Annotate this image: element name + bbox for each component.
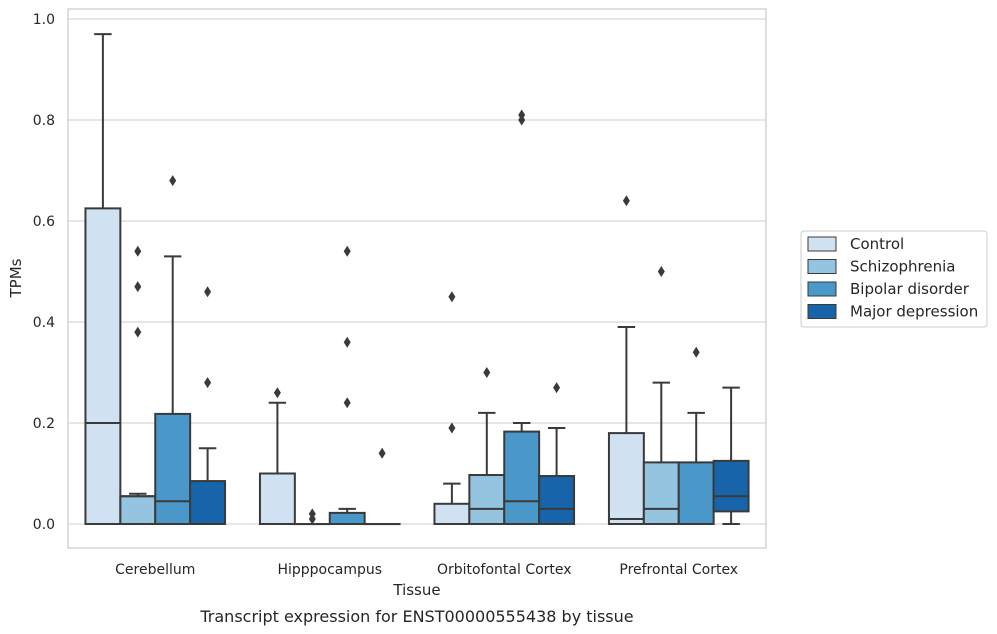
y-tick-label: 0.4 — [33, 315, 55, 331]
y-tick-label: 1.0 — [33, 12, 55, 28]
outlier-point — [448, 291, 456, 303]
box-group — [363, 447, 401, 526]
outlier-point — [204, 377, 212, 389]
y-tick-label: 0.6 — [33, 214, 55, 230]
box-group — [189, 286, 227, 526]
outlier-point — [169, 175, 177, 187]
box-group — [607, 195, 645, 526]
outlier-point — [448, 422, 456, 434]
box-body — [468, 474, 506, 526]
box-group — [642, 266, 680, 526]
legend-swatch — [807, 236, 837, 252]
y-axis-ticks: 0.0 0.2 0.4 0.6 0.8 1.0 — [33, 12, 55, 533]
x-tick-label: Orbitofontal Cortex — [437, 562, 572, 578]
outlier-point — [343, 245, 351, 257]
y-axis-title: TPMs — [7, 258, 25, 298]
box-body — [607, 432, 645, 526]
legend-label: Major depression — [850, 303, 978, 321]
x-tick-label: Prefrontal Cortex — [619, 562, 738, 578]
legend-label: Control — [850, 235, 904, 253]
outlier-point — [657, 266, 665, 277]
y-tick-label: 0.2 — [33, 416, 55, 432]
legend-label: Bipolar disorder — [850, 280, 970, 298]
box-group — [84, 33, 122, 525]
x-axis-title: Tissue — [392, 581, 440, 599]
outlier-point — [343, 336, 351, 348]
x-tick-label: Cerebellum — [115, 562, 195, 578]
legend-frame — [800, 230, 988, 328]
box-group — [154, 175, 192, 525]
outlier-point — [692, 346, 700, 358]
box-body — [538, 475, 576, 525]
box-group — [677, 346, 715, 526]
box-body — [642, 461, 680, 526]
box-group — [468, 367, 506, 526]
outlier-point — [483, 367, 491, 378]
outlier-point — [518, 109, 526, 121]
box-body — [119, 495, 157, 526]
outlier-point — [134, 281, 142, 293]
x-axis-ticks: Cerebellum Hipppocampus Orbitofontal Corte… — [115, 562, 738, 578]
outlier-point — [343, 397, 351, 409]
plot-frame — [67, 8, 767, 549]
outlier-point — [308, 508, 316, 520]
box-group — [328, 245, 366, 526]
y-tick-label: 0.8 — [33, 113, 55, 129]
box-group — [503, 109, 541, 525]
box-body — [677, 461, 715, 526]
chart-caption: Transcript expression for ENST0000055543… — [199, 607, 633, 626]
outlier-point — [134, 326, 142, 338]
outlier-point — [273, 387, 281, 399]
box-body — [258, 472, 296, 525]
legend-swatch — [807, 281, 837, 297]
box-body — [328, 511, 366, 526]
legend-swatch — [807, 259, 837, 274]
outlier-point — [553, 382, 561, 394]
legend: Control Schizophrenia Bipolar disorder Majo… — [800, 230, 988, 328]
legend-label: Schizophrenia — [850, 258, 955, 276]
box-body — [189, 480, 227, 526]
box-group — [538, 382, 576, 525]
box-body — [712, 459, 750, 513]
legend-swatch — [807, 304, 837, 319]
outlier-point — [134, 245, 142, 257]
box-group — [712, 386, 750, 525]
boxes-layer — [84, 33, 750, 526]
outlier-point — [622, 195, 630, 207]
box-group — [258, 387, 296, 525]
box-body — [154, 412, 192, 525]
outlier-point — [204, 286, 212, 298]
outlier-point — [378, 447, 386, 459]
box-body — [433, 502, 471, 525]
box-body — [84, 207, 122, 525]
x-tick-label: Hipppocampus — [277, 562, 382, 578]
y-tick-label: 0.0 — [33, 517, 55, 533]
box-body — [503, 430, 541, 525]
